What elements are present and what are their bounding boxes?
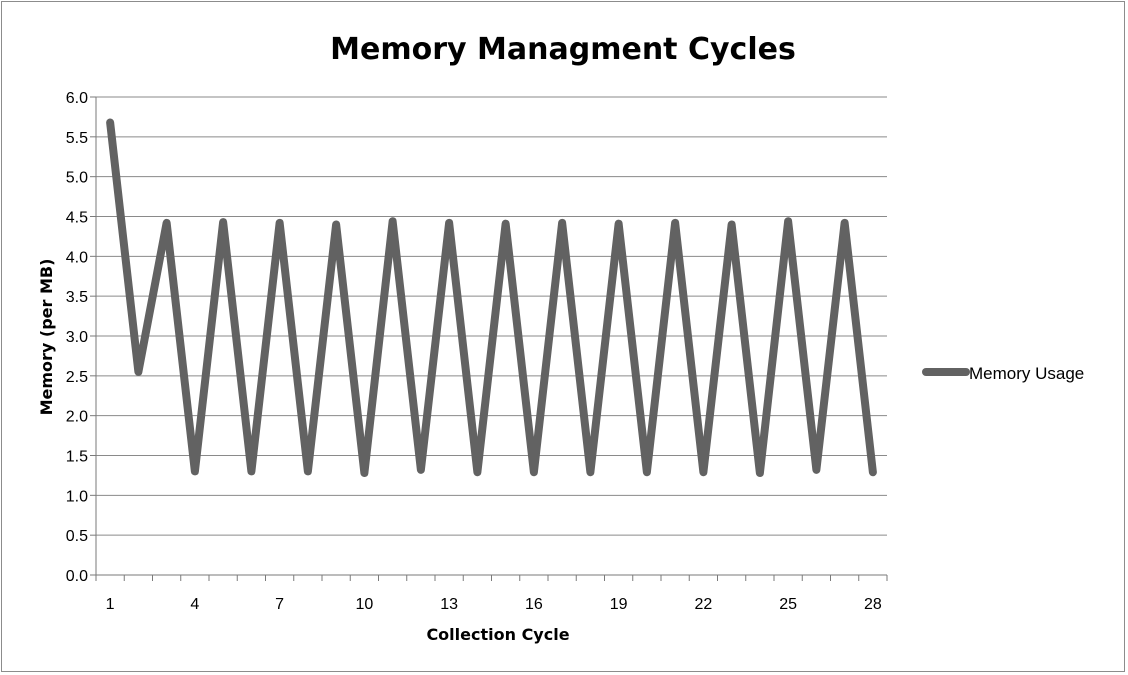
legend: Memory Usage — [922, 364, 1084, 383]
data-point — [222, 221, 224, 223]
data-point — [392, 220, 394, 222]
data-point — [363, 472, 365, 474]
x-tick-label: 10 — [355, 596, 373, 613]
data-point — [250, 470, 252, 472]
x-tick-label: 7 — [275, 596, 284, 613]
y-tick-label: 2.0 — [66, 409, 88, 426]
x-tick-label: 13 — [440, 596, 458, 613]
data-point — [335, 223, 337, 225]
y-tick-label: 0.0 — [66, 568, 88, 585]
y-tick-label: 1.0 — [66, 488, 88, 505]
y-tick-label: 2.5 — [66, 369, 88, 386]
x-tick-label: 1 — [106, 596, 115, 613]
data-point — [476, 471, 478, 473]
y-axis-label: Memory (per MB) — [37, 259, 56, 416]
data-point — [109, 121, 111, 123]
series-layer — [106, 118, 877, 478]
data-point — [194, 470, 196, 472]
y-tick-label: 3.0 — [66, 329, 88, 346]
x-tick-label: 4 — [190, 596, 199, 613]
x-axis-ticks: 1 4 7 10 13 16 19 22 25 28 — [95, 575, 888, 613]
y-tick-label: 4.0 — [66, 249, 88, 266]
data-point — [646, 471, 648, 473]
x-tick-label: 28 — [864, 596, 882, 613]
y-tick-label: 0.5 — [66, 528, 88, 545]
data-point — [307, 470, 309, 472]
y-tick-label: 6.0 — [66, 90, 88, 107]
series-line-memory-usage — [106, 118, 877, 478]
y-tick-label: 5.5 — [66, 130, 88, 147]
data-point — [137, 371, 139, 373]
data-point — [759, 472, 761, 474]
data-point — [674, 222, 676, 224]
data-point — [618, 223, 620, 225]
data-point — [731, 223, 733, 225]
data-point — [533, 471, 535, 473]
x-tick-label: 19 — [610, 596, 628, 613]
data-point — [505, 223, 507, 225]
x-tick-label: 22 — [694, 596, 712, 613]
data-point — [561, 222, 563, 224]
y-tick-label: 1.5 — [66, 449, 88, 466]
data-point — [420, 469, 422, 471]
data-point — [279, 222, 281, 224]
x-axis-label: Collection Cycle — [426, 625, 569, 644]
gridlines — [96, 96, 887, 536]
y-tick-label: 4.5 — [66, 210, 88, 227]
data-point — [166, 222, 168, 224]
data-point — [872, 471, 874, 473]
legend-label-memory-usage: Memory Usage — [969, 364, 1084, 383]
data-point — [815, 469, 817, 471]
data-point — [844, 222, 846, 224]
chart-title: Memory Managment Cycles — [330, 32, 796, 67]
y-axis-ticks: 0.0 0.5 1.0 1.5 2.0 2.5 3.0 3.5 4.0 4.5 5.0 5.5 6.0 — [66, 90, 96, 585]
x-tick-label: 25 — [779, 596, 797, 613]
x-tick-label: 16 — [525, 596, 543, 613]
y-tick-label: 3.5 — [66, 289, 88, 306]
y-tick-label: 5.0 — [66, 170, 88, 187]
data-point — [702, 471, 704, 473]
data-point — [787, 220, 789, 222]
data-point — [589, 471, 591, 473]
data-point — [448, 222, 450, 224]
